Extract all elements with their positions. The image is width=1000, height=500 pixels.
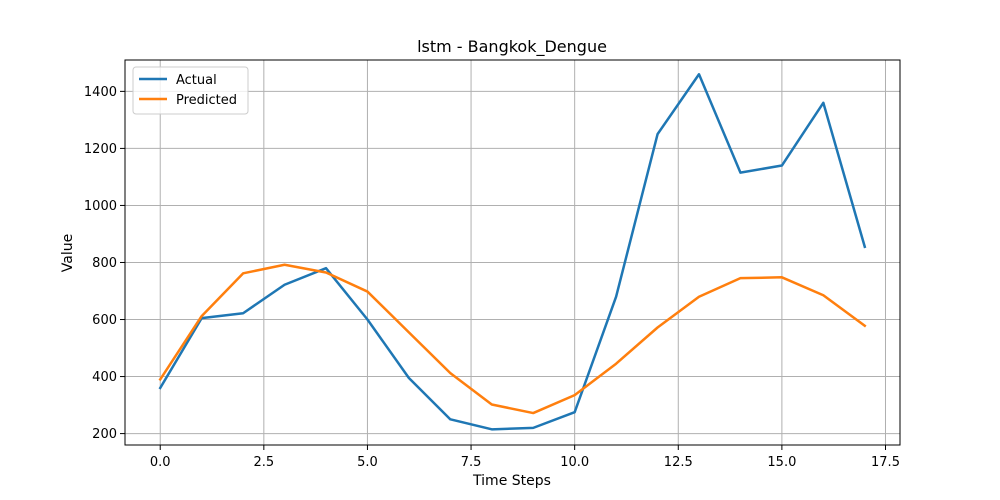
- x-tick-label: 15.0: [767, 455, 796, 470]
- x-axis-label: Time Steps: [472, 473, 551, 489]
- x-tick-label: 12.5: [664, 455, 693, 470]
- y-tick-label: 600: [92, 313, 117, 328]
- x-tick-label: 10.0: [560, 455, 589, 470]
- y-axis-label: Value: [60, 234, 76, 272]
- y-tick-label: 800: [92, 256, 117, 271]
- series-line-predicted: [158, 263, 867, 415]
- legend-label-predicted: Predicted: [176, 93, 237, 108]
- series-line-actual: [158, 73, 867, 431]
- y-tick-label: 400: [92, 370, 117, 385]
- y-axis: 200 400 600 800 1000 1200 1400: [84, 85, 125, 442]
- x-tick-label: 17.5: [871, 455, 900, 470]
- plot-area: [124, 59, 901, 446]
- x-axis: 0.0 2.5 5.0 7.5 10.0 12.5 15.0 17.5: [150, 445, 900, 470]
- y-tick-label: 200: [92, 427, 117, 442]
- x-tick-label: 0.0: [150, 455, 171, 470]
- grid: [125, 60, 900, 445]
- y-tick-label: 1400: [84, 85, 117, 100]
- chart-title: lstm - Bangkok_Dengue: [417, 37, 607, 57]
- x-tick-label: 2.5: [253, 455, 274, 470]
- x-tick-label: 7.5: [461, 455, 482, 470]
- x-tick-label: 5.0: [357, 455, 378, 470]
- y-tick-label: 1200: [84, 142, 117, 157]
- legend-label-actual: Actual: [176, 73, 217, 88]
- series-lines: [158, 73, 867, 431]
- legend: Actual Predicted: [132, 66, 249, 115]
- y-tick-label: 1000: [84, 199, 117, 214]
